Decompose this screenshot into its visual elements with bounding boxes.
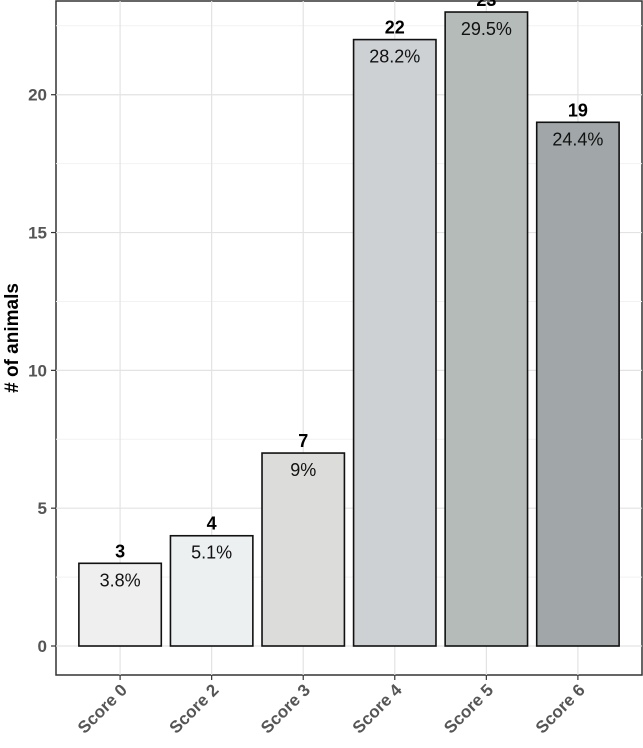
y-axis-title: # of animals [2, 283, 23, 393]
percent-label: 28.2% [369, 47, 420, 67]
y-tick-label: 5 [38, 499, 47, 518]
percent-label: 29.5% [461, 19, 512, 39]
y-tick-label: 15 [28, 224, 47, 243]
data-labels: 3 3.8% 4 5.1% 7 9% 22 28.2% 23 29.5% 19 24.4% [100, 0, 604, 590]
bar-score-2 [169, 534, 254, 647]
y-tick-label: 20 [28, 86, 47, 105]
y-axis: 0 5 10 15 20 [28, 86, 56, 656]
x-tick-label: Score 0 [74, 680, 131, 737]
x-tick-label: Score 4 [349, 680, 406, 737]
percent-label: 5.1% [191, 543, 232, 563]
count-label: 23 [476, 0, 496, 10]
percent-label: 3.8% [100, 570, 141, 590]
bar-score-0 [78, 562, 163, 647]
bar-score-6 [535, 121, 620, 647]
percent-label: 9% [290, 460, 316, 480]
x-tick-label: Score 5 [440, 680, 497, 737]
x-axis: Score 0 Score 2 Score 3 Score 4 Score 5 Score… [74, 675, 589, 737]
count-label: 4 [207, 514, 217, 534]
bar-score-3 [261, 452, 346, 647]
x-tick-label: Score 3 [257, 680, 314, 737]
y-tick-label: 10 [28, 361, 47, 380]
count-label: 7 [298, 431, 308, 451]
y-tick-label: 0 [38, 637, 47, 656]
bars [78, 11, 620, 647]
x-tick-label: Score 6 [532, 680, 589, 737]
bar-score-4 [352, 38, 437, 647]
x-tick-label: Score 2 [166, 680, 223, 737]
count-label: 19 [568, 100, 588, 120]
bar-score-5 [444, 11, 529, 647]
percent-label: 24.4% [552, 129, 603, 149]
count-label: 22 [385, 18, 405, 38]
count-label: 3 [115, 541, 125, 561]
